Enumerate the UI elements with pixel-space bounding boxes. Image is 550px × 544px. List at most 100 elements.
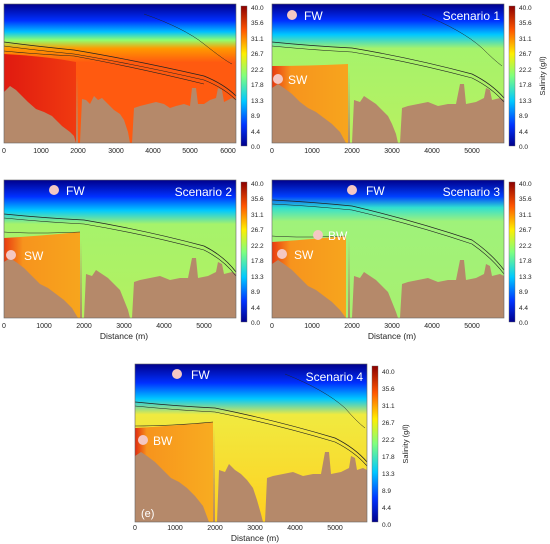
colorbar-tick: 31.1: [251, 212, 264, 219]
tick-label: 0: [133, 525, 137, 532]
bw-point: [138, 435, 148, 445]
tick-label: 5000: [464, 148, 480, 155]
point-label: BW: [153, 434, 173, 448]
colorbar-tick: 17.8: [382, 454, 395, 461]
panel-a: (a): [3, 3, 237, 161]
colorbar-tick: 4.4: [382, 505, 391, 512]
colorbar: 40.0 35.6 31.1 26.7 22.2 17.8 13.3 8.9 4…: [508, 181, 532, 327]
point-label: BW: [328, 229, 348, 243]
colorbar-tick: 13.3: [251, 274, 264, 281]
seabed-right: [132, 88, 236, 143]
panel-label: (c): [8, 324, 21, 336]
contour-line: [143, 13, 233, 65]
tick-label: 0: [2, 148, 6, 155]
colorbar: 40.0 35.6 31.1 26.7 22.2 17.8 13.3 8.9 4…: [371, 365, 410, 529]
colorbar-tick: 35.6: [251, 196, 264, 203]
tick-label: 5000: [196, 323, 212, 330]
x-axis-label: Distance (m): [231, 533, 279, 543]
tick-label: 3000: [108, 148, 124, 155]
colorbar-tick: 22.2: [251, 67, 264, 74]
colorbar-tick: 0.0: [519, 144, 528, 151]
panel-label: (a): [8, 149, 21, 161]
tick-label: 2000: [70, 148, 86, 155]
colorbar-tick: 17.8: [251, 258, 264, 265]
fw-point: [347, 185, 357, 195]
fw-point: [287, 10, 297, 20]
colorbar-tick: 35.6: [382, 386, 395, 393]
tick-label: 3000: [384, 148, 400, 155]
colorbar-tick: 26.7: [519, 51, 532, 58]
tick-label: 3000: [116, 323, 132, 330]
colorbar-tick: 22.2: [519, 67, 532, 74]
tick-label: 0: [2, 323, 6, 330]
colorbar-tick: 8.9: [251, 113, 260, 120]
tick-label: 2000: [344, 148, 360, 155]
colorbar-tick: 4.4: [251, 305, 260, 312]
panel-label: (b): [276, 149, 289, 161]
scenario-title: Scenario 4: [306, 370, 364, 384]
tick-label: 4000: [424, 323, 440, 330]
sw-point: [277, 249, 287, 259]
tick-label: 4000: [424, 148, 440, 155]
colorbar-tick: 8.9: [382, 488, 391, 495]
colorbar-tick: 13.3: [519, 274, 532, 281]
tick-label: 5000: [182, 148, 198, 155]
tick-label: 1000: [304, 148, 320, 155]
x-axis-ticks: 0 1000 2000 3000 4000 5000 Distance (m): [133, 525, 343, 543]
point-label: FW: [366, 184, 385, 198]
colorbar-tick: 4.4: [519, 129, 528, 136]
colorbar: 40.0 35.6 31.1 26.7 22.2 17.8 13.3 8.9 4…: [240, 5, 264, 151]
panel-c: Scenario 2 FW SW (c): [3, 179, 237, 336]
colorbar-tick: 40.0: [251, 5, 264, 12]
colorbar-tick: 8.9: [519, 113, 528, 120]
colorbar-tick: 13.3: [519, 98, 532, 105]
colorbar-tick: 40.0: [251, 181, 264, 188]
point-label: SW: [288, 73, 308, 87]
colorbar-label: Salinity (g/l): [538, 56, 547, 96]
seabed-mid: [80, 96, 130, 143]
colorbar-tick: 35.6: [519, 20, 532, 27]
point-label: FW: [66, 184, 85, 198]
contour-line: [3, 45, 237, 101]
scenario-title: Scenario 1: [443, 9, 501, 23]
tick-label: 1000: [304, 323, 320, 330]
colorbar-tick: 0.0: [382, 522, 391, 529]
x-axis-label: Distance (m): [368, 331, 416, 341]
tick-label: 5000: [464, 323, 480, 330]
colorbar-tick: 8.9: [519, 289, 528, 296]
seabed-left: [272, 84, 346, 143]
colorbar-tick: 13.3: [251, 98, 264, 105]
tick-label: 2000: [344, 323, 360, 330]
colorbar-tick: 26.7: [251, 227, 264, 234]
tick-label: 2000: [76, 323, 92, 330]
tick-label: 6000: [220, 148, 236, 155]
sw-point: [273, 74, 283, 84]
tick-label: 1000: [167, 525, 183, 532]
colorbar-tick: 40.0: [382, 369, 395, 376]
colorbar: 40.0 35.6 31.1 26.7 22.2 17.8 13.3 8.9 4…: [508, 5, 547, 151]
sw-point: [6, 250, 16, 260]
point-label: SW: [294, 248, 314, 262]
colorbar-tick: 17.8: [519, 82, 532, 89]
fw-point: [49, 185, 59, 195]
tick-label: 5000: [327, 525, 343, 532]
tick-label: 3000: [384, 323, 400, 330]
colorbar-tick: 31.1: [519, 212, 532, 219]
colorbar-tick: 13.3: [382, 471, 395, 478]
colorbar-tick: 26.7: [519, 227, 532, 234]
colorbar-tick: 26.7: [382, 420, 395, 427]
tick-label: 2000: [207, 525, 223, 532]
tick-label: 4000: [156, 323, 172, 330]
colorbar-tick: 35.6: [251, 20, 264, 27]
tick-label: 1000: [36, 323, 52, 330]
colorbar-tick: 31.1: [519, 36, 532, 43]
colorbar-tick: 35.6: [519, 196, 532, 203]
panel-e: Scenario 4 FW BW (e): [134, 363, 368, 523]
colorbar-tick: 22.2: [251, 243, 264, 250]
seabed-spike: [76, 74, 78, 143]
x-axis-label: Distance (m): [100, 331, 148, 341]
point-label: FW: [304, 9, 323, 23]
tick-label: 0: [270, 148, 274, 155]
colorbar-tick: 31.1: [251, 36, 264, 43]
x-axis-ticks: 0 1000 2000 3000 4000 5000: [270, 148, 480, 155]
